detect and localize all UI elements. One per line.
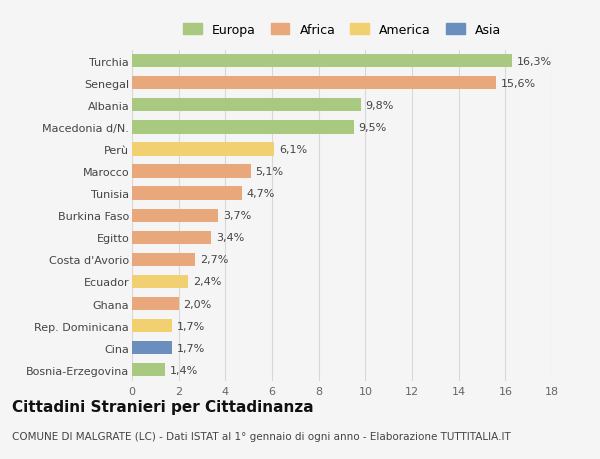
Text: 2,0%: 2,0% (184, 299, 212, 309)
Text: COMUNE DI MALGRATE (LC) - Dati ISTAT al 1° gennaio di ogni anno - Elaborazione T: COMUNE DI MALGRATE (LC) - Dati ISTAT al … (12, 431, 511, 442)
Text: 9,8%: 9,8% (365, 101, 394, 111)
Bar (132, 99, 361, 112)
Bar (132, 364, 164, 376)
Text: 1,4%: 1,4% (169, 365, 197, 375)
Bar (132, 297, 179, 310)
Text: 15,6%: 15,6% (500, 78, 536, 89)
Text: 2,7%: 2,7% (200, 255, 228, 265)
Bar (132, 319, 172, 332)
Text: 5,1%: 5,1% (256, 167, 284, 177)
Text: 3,4%: 3,4% (216, 233, 244, 243)
Bar (132, 275, 188, 288)
Bar (132, 143, 274, 156)
Bar (132, 55, 512, 68)
Text: 9,5%: 9,5% (358, 123, 386, 133)
Bar (132, 341, 172, 354)
Bar (132, 187, 242, 200)
Bar (132, 165, 251, 178)
Text: 1,7%: 1,7% (176, 343, 205, 353)
Text: 3,7%: 3,7% (223, 211, 251, 221)
Text: 6,1%: 6,1% (279, 145, 307, 155)
Text: 2,4%: 2,4% (193, 277, 221, 287)
Text: Cittadini Stranieri per Cittadinanza: Cittadini Stranieri per Cittadinanza (12, 399, 314, 414)
Bar (132, 253, 195, 266)
Bar (132, 231, 211, 244)
Legend: Europa, Africa, America, Asia: Europa, Africa, America, Asia (179, 20, 505, 40)
Text: 4,7%: 4,7% (247, 189, 275, 199)
Text: 16,3%: 16,3% (517, 56, 552, 67)
Bar (132, 121, 353, 134)
Bar (132, 77, 496, 90)
Bar (132, 209, 218, 222)
Text: 1,7%: 1,7% (176, 321, 205, 331)
